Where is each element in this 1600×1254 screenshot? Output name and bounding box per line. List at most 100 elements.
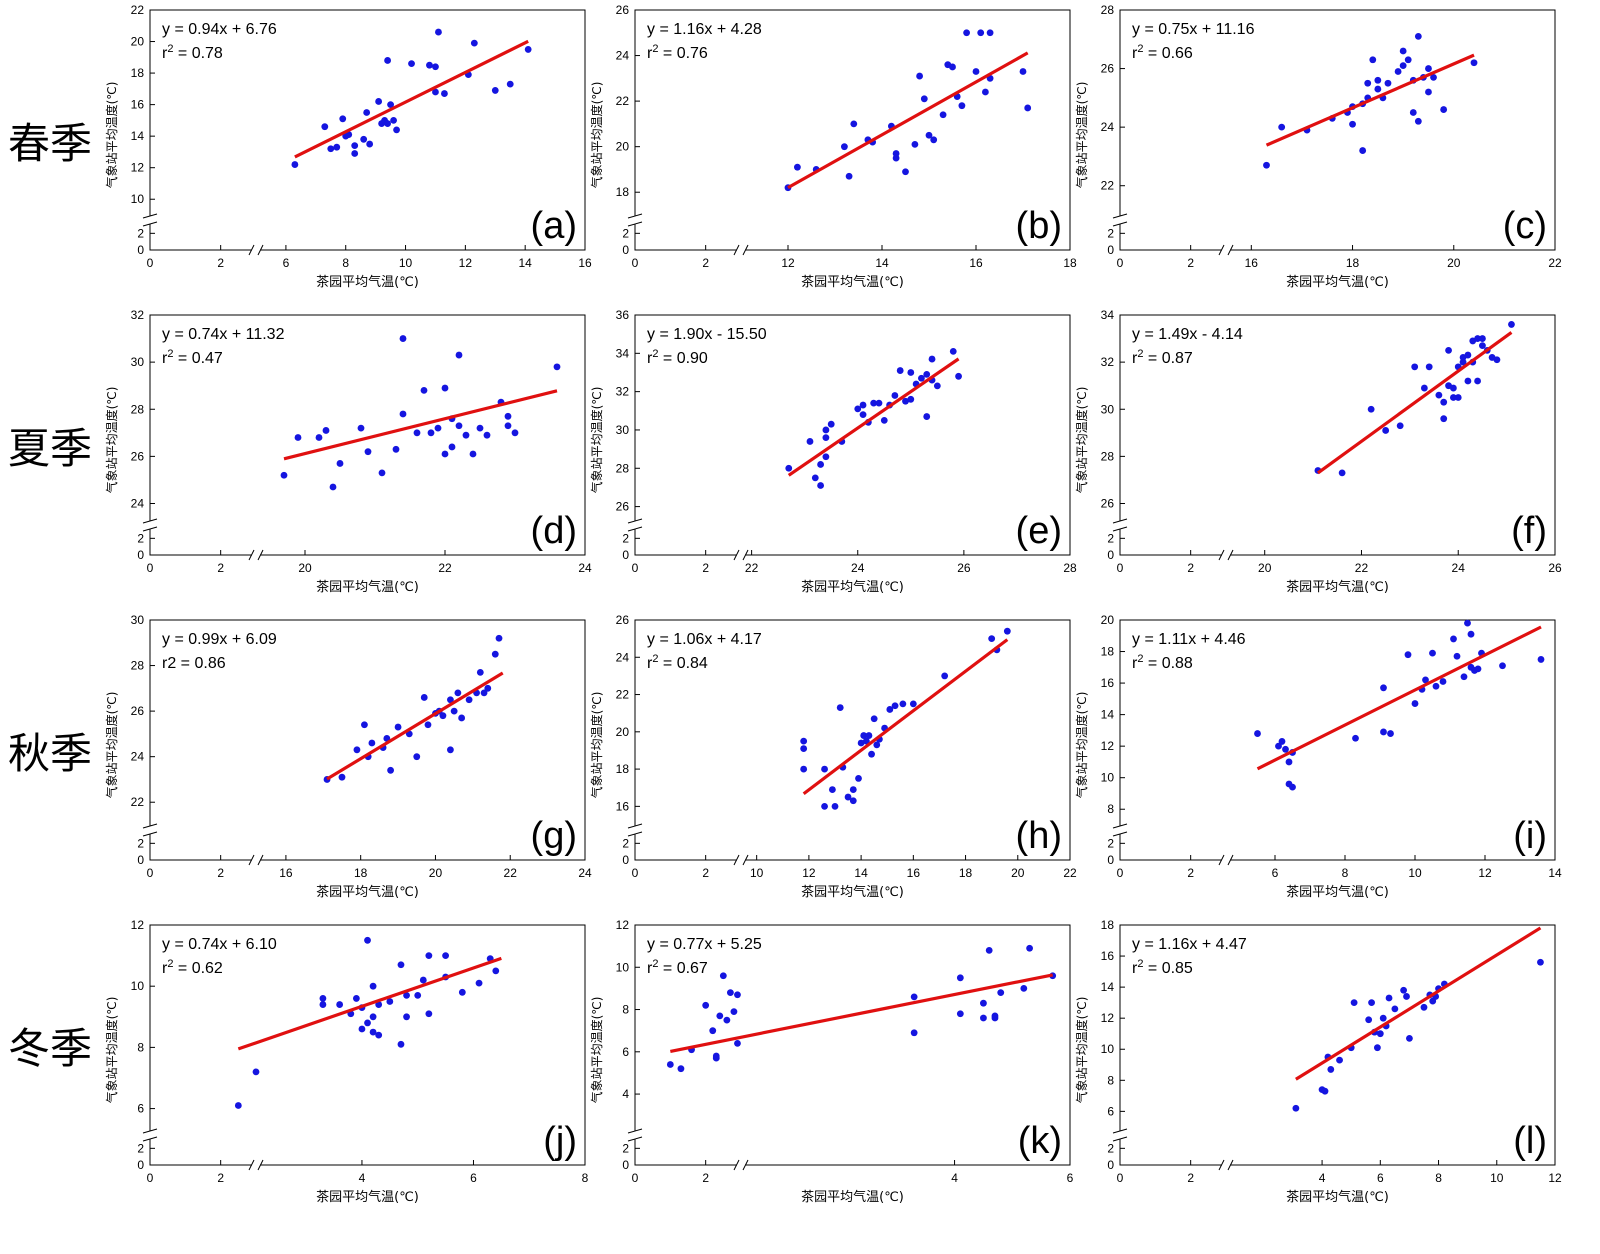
data-point — [800, 765, 808, 773]
data-point — [1385, 994, 1393, 1002]
data-point — [822, 453, 830, 461]
data-point — [859, 401, 867, 409]
y-tick-label: 6 — [137, 1102, 144, 1116]
x-axis-break-gap — [737, 245, 745, 255]
data-point — [352, 995, 360, 1002]
data-point — [447, 696, 454, 704]
data-point — [475, 979, 483, 987]
plot-frame — [1119, 9, 1556, 251]
data-point — [716, 1012, 724, 1020]
y-tick-label: 0 — [1107, 853, 1114, 867]
data-point — [1369, 56, 1377, 64]
y-axis-break-gap — [144, 216, 156, 224]
data-point — [1019, 68, 1027, 75]
panel-label: (d) — [531, 510, 577, 552]
y-tick-label: 12 — [1101, 1011, 1115, 1025]
data-point — [860, 732, 868, 739]
equation-label: y = 0.77x + 5.25 — [647, 936, 762, 953]
r2-label: r2 = 0.76 — [647, 43, 708, 62]
data-point — [870, 715, 878, 723]
y-tick-label: 30 — [131, 355, 145, 369]
x-tick-label: 12 — [802, 866, 816, 880]
data-point — [1414, 117, 1422, 125]
data-point — [1352, 734, 1359, 742]
data-point — [394, 723, 402, 731]
data-point — [434, 424, 442, 432]
data-point — [982, 88, 989, 96]
x-tick-label: 22 — [438, 561, 452, 575]
data-point — [1399, 62, 1407, 70]
data-point — [822, 426, 830, 434]
x-tick-label: 18 — [959, 866, 973, 880]
data-point — [963, 29, 970, 37]
x-tick-label: 0 — [632, 256, 639, 270]
data-point — [327, 145, 335, 153]
y-axis-break-mark — [627, 221, 643, 227]
x-tick-label: 0 — [1117, 561, 1124, 575]
x-tick-label: 24 — [851, 561, 865, 575]
data-point — [930, 136, 938, 144]
data-point — [1396, 422, 1404, 430]
data-point — [817, 482, 824, 489]
y-axis-break-mark — [1112, 1128, 1128, 1134]
y-tick-label: 0 — [622, 548, 629, 562]
chart-panel: 0 2 16 18 20 220222242628茶园平均气温(℃)气象站平均温度(℃)y… — [1074, 3, 1562, 290]
data-point — [1024, 104, 1032, 112]
x-tick-label: 16 — [279, 866, 293, 880]
data-point — [986, 29, 994, 37]
data-point — [480, 689, 488, 697]
y-axis-label: 气象站平均温度(℃) — [589, 387, 604, 494]
data-point — [504, 422, 512, 430]
x-axis-break-gap — [1222, 245, 1230, 255]
data-point — [524, 46, 532, 53]
chart-panel: 0 2 12 14 16 18 0 2 18 20 22 24 26 茶园平均气温(℃) 气象站平均温度(℃… — [589, 3, 1077, 290]
data-point — [1289, 783, 1296, 791]
equation-label: y = 0.94x + 6.76 — [162, 21, 277, 38]
data-point — [375, 98, 383, 105]
data-point — [1404, 56, 1412, 64]
y-tick-label: 2 — [622, 1141, 629, 1155]
y-tick-label: 4 — [622, 1087, 629, 1101]
data-point — [1026, 944, 1033, 952]
y-tick-label: 0 — [622, 1158, 629, 1172]
data-point — [420, 387, 428, 394]
data-point — [366, 140, 374, 148]
data-point — [1479, 335, 1486, 342]
data-point — [933, 382, 941, 390]
data-point — [333, 143, 341, 151]
data-point — [1376, 1030, 1384, 1038]
x-tick-label: 0 — [632, 1171, 639, 1185]
x-axis-break-mark — [733, 244, 740, 256]
chart-panel: 0 2 20 22 24 0 2 24 26 28 30 32 茶园平均气温(℃) 气象站平均温度(℃) y… — [104, 308, 592, 595]
data-point — [841, 143, 848, 151]
data-point — [322, 427, 330, 434]
data-point — [1380, 728, 1387, 736]
data-point — [734, 1039, 741, 1047]
data-point — [491, 87, 499, 94]
data-point — [956, 1010, 964, 1018]
data-point — [1292, 1104, 1300, 1112]
chart-panel: 0 2 4 6 8 0 2 6 8 10 12 茶园平均气温(℃) 气象站平均温度(℃) y = 0.74… — [104, 918, 589, 1205]
data-point — [859, 411, 867, 419]
x-tick-label: 14 — [854, 866, 868, 880]
y-axis-break-gap — [629, 826, 641, 834]
x-tick-label: 2 — [1187, 561, 1194, 575]
data-point — [1411, 700, 1419, 707]
y-tick-label: 34 — [1101, 308, 1115, 322]
data-point — [1425, 65, 1432, 72]
data-point — [364, 936, 371, 944]
data-point — [363, 109, 371, 116]
data-point — [1003, 627, 1011, 635]
data-point — [865, 732, 873, 739]
y-axis-label: 气象站平均温度(℃) — [104, 82, 119, 189]
data-point — [1425, 88, 1432, 96]
data-point — [1429, 649, 1436, 657]
data-point — [358, 1025, 366, 1033]
data-point — [413, 753, 421, 761]
y-tick-label: 2 — [622, 226, 629, 240]
data-point — [794, 163, 801, 171]
x-axis-break-gap — [737, 1160, 745, 1170]
x-tick-label: 16 — [969, 256, 983, 270]
data-point — [399, 335, 407, 342]
y-tick-label: 32 — [616, 385, 630, 399]
